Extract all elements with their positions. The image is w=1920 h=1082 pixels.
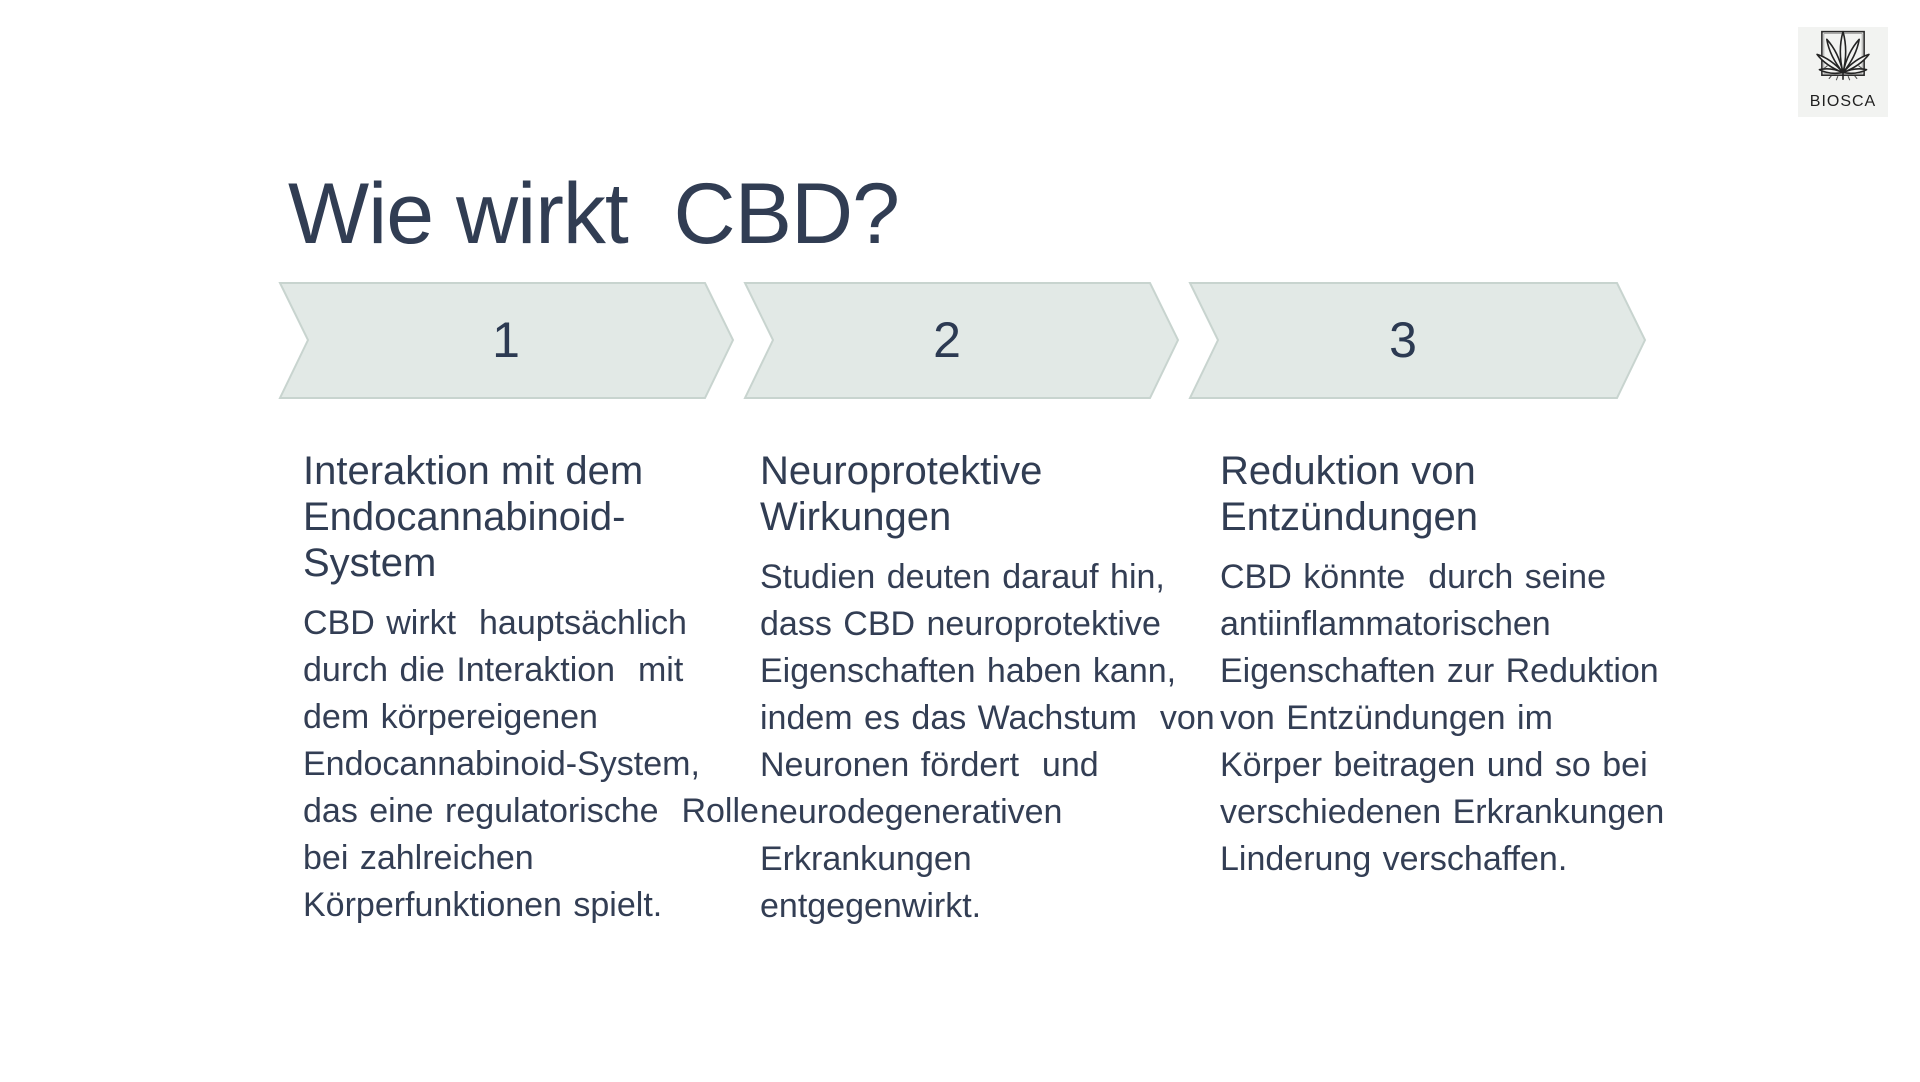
- step-3-heading: Reduktion von Entzündungen: [1220, 449, 1479, 539]
- step-2-heading: Neuroprotektive Wirkungen: [760, 449, 1043, 539]
- biosca-logo: BIOSCA: [1798, 27, 1888, 117]
- logo-wordmark: BIOSCA: [1809, 93, 1877, 110]
- process-chevrons: [278, 282, 1647, 399]
- step-number-2: 2: [933, 312, 961, 368]
- step-3-details: Reduktion von Entzündungen CBD könnte du…: [1220, 448, 1690, 883]
- slide-title: Wie wirkt CBD?: [288, 165, 900, 262]
- chevron-step-2: [743, 282, 1180, 399]
- step-2-body: Studien deuten darauf hin, dass CBD neur…: [760, 558, 1215, 925]
- step-1-heading: Interaktion mit dem Endocannabinoid- Sys…: [303, 449, 644, 585]
- cannabis-leaf-icon: [1816, 30, 1870, 81]
- chevron-step-3: [1188, 282, 1647, 399]
- step-1-body: CBD wirkt hauptsächlich durch die Intera…: [303, 604, 759, 924]
- step-1-details: Interaktion mit dem Endocannabinoid- Sys…: [303, 448, 773, 929]
- step-number-3: 3: [1389, 312, 1417, 368]
- step-3-body: CBD könnte durch seine antiinflammatoris…: [1220, 558, 1665, 878]
- step-number-1: 1: [492, 312, 520, 368]
- step-2-details: Neuroprotektive Wirkungen Studien deuten…: [760, 448, 1230, 930]
- chevron-step-1: [278, 282, 735, 399]
